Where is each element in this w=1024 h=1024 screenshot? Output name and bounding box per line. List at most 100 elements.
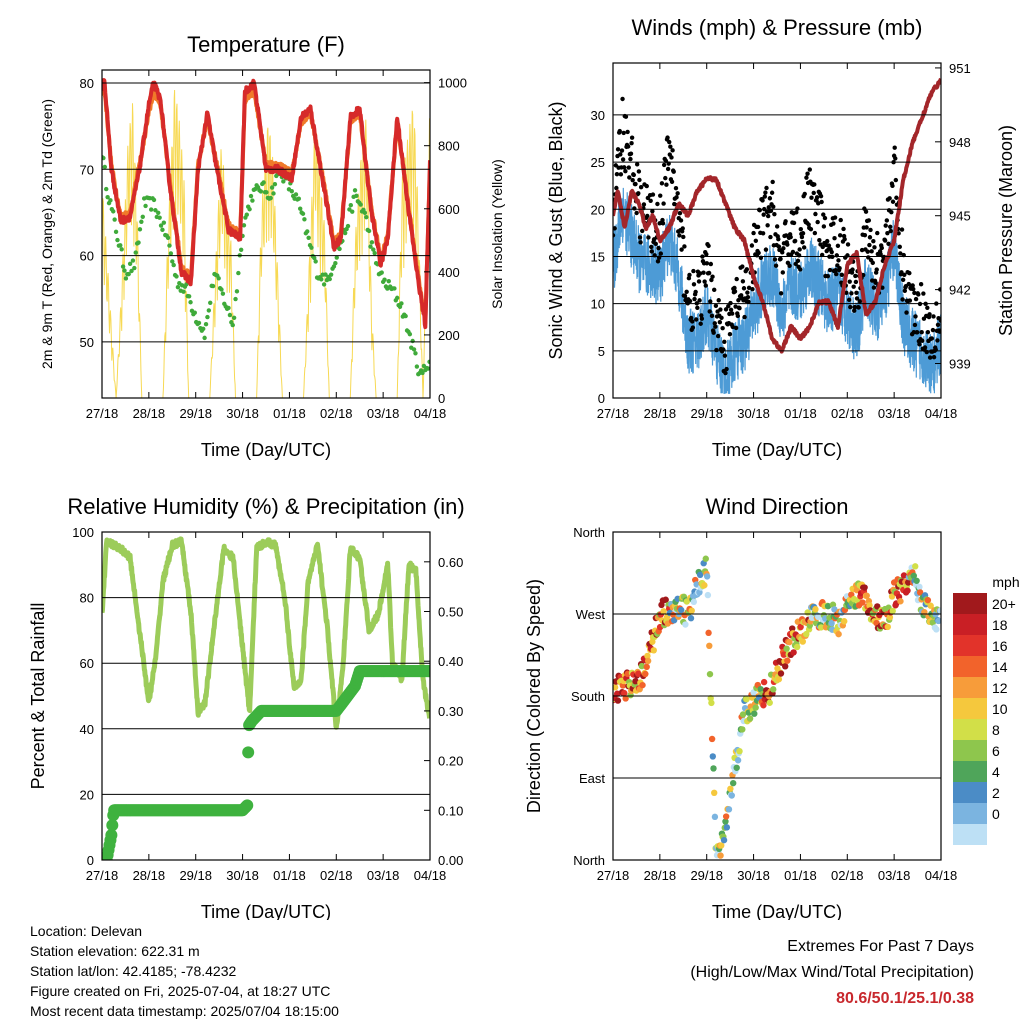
dewpoint-point [234,289,240,294]
wind-direction-point [711,813,719,821]
y-right-tick-label: 800 [438,139,460,154]
wind-direction-point [703,573,711,580]
gust-point [893,156,898,161]
dewpoint-point [123,276,129,281]
gust-point [822,215,828,221]
gust-point [712,321,717,326]
dewpoint-point [327,276,332,282]
y-right-tick-label: 951 [949,61,971,76]
gust-point [808,226,814,232]
dewpoint-point [170,259,175,264]
gust-point [852,304,857,310]
gust-point [864,225,869,230]
plot-frame [101,69,431,399]
colorbar-swatch [953,740,987,761]
wind-direction-point [935,617,941,625]
y-right-tick-label: 600 [438,202,460,217]
y-tick-label: 15 [591,249,605,264]
gust-point [899,270,904,275]
gust-point [656,245,661,251]
gust-point [646,235,651,240]
wind-direction-point [660,608,667,615]
gust-point [645,213,650,219]
gust-point [854,296,860,301]
gust-point [871,238,876,244]
chart-title: Relative Humidity (%) & Precipitation (i… [67,494,464,519]
gust-point [686,276,692,281]
y-tick-label: 40 [80,722,94,737]
gust-point [819,199,824,205]
gust-point [706,243,711,249]
gust-point [628,151,634,156]
gust-point [927,312,932,317]
gust-point [914,330,920,335]
meteogram-figure: 27/18 28/18 29/18 30/18 01/18 02/18 03/18 04/18… [28,15,1020,920]
y-right-tick-label: 939 [949,357,971,372]
dewpoint-point [181,289,186,294]
dewpoint-point [129,268,134,274]
gust-point [833,267,838,273]
dewpoint-point [188,300,193,305]
gust-point [852,308,857,313]
gust-point [795,258,801,264]
gust-point [889,209,894,215]
wind-direction-point [751,710,758,717]
dewpoint-point [219,287,224,292]
dewpoint-point [132,265,137,271]
dewpoint-point [269,185,275,190]
gust-point [636,191,641,196]
y-right-tick-label: 948 [949,135,971,150]
gust-point [660,221,666,226]
dewpoint-point [105,194,110,200]
gust-point [719,315,724,320]
dewpoint-point [312,255,317,261]
wind-direction-point [677,606,685,614]
gust-point [919,330,924,335]
gust-point [869,249,874,254]
gust-point [871,285,877,290]
gust-point [930,327,936,333]
wind-direction-point [861,584,868,591]
gust-point [907,270,912,276]
gust-point [765,213,771,219]
x-tick-label: 03/18 [367,868,400,883]
dewpoint-point [226,305,231,311]
location-text: Location: Delevan [30,923,143,939]
gust-point [879,245,884,251]
wind-direction-point [803,630,810,638]
gust-point [900,277,906,282]
gust-point [718,307,723,312]
gust-point [614,172,620,177]
latlon-text: Station lat/lon: 42.4185; -78.4232 [30,963,237,979]
gust-point [776,236,781,242]
dewpoint-point [227,312,233,318]
dewpoint-point [165,235,171,240]
gust-point [699,313,704,318]
dewpoint-point [337,246,342,252]
gust-point [884,218,890,223]
dewpoint-point [300,211,306,216]
y-right-tick-label: 0.10 [438,803,463,818]
gust-point [628,156,633,162]
gust-point [811,190,816,196]
y-axis-label: Sonic Wind & Gust (Blue, Black) [546,101,566,359]
gust-point [704,261,710,266]
wind-direction-point [722,818,729,825]
gust-point [892,145,897,150]
gust-point [838,217,843,223]
plot-frame [612,62,942,399]
gust-point [837,266,842,271]
y-right-tick-label: 0.00 [438,853,463,868]
gust-point [620,157,626,162]
y-right-tick-label: 0.40 [438,654,463,669]
gust-point [893,177,899,183]
gust-point [663,175,668,181]
dewpoint-point [216,276,221,281]
gust-point [714,347,719,353]
gust-point [911,286,916,292]
wind-direction-point [824,602,832,610]
gust-point [749,243,755,248]
gust-point [778,256,783,262]
gust-point [795,206,800,211]
gust-point [636,169,642,174]
